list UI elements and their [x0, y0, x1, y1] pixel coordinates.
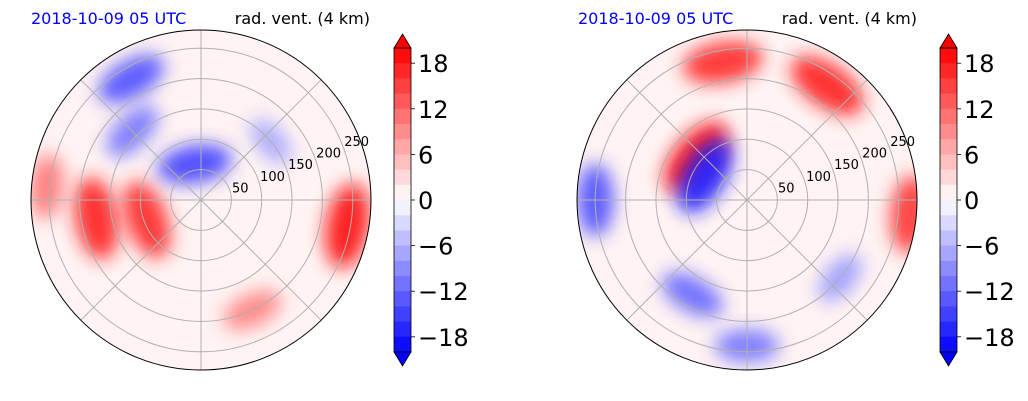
- radial-tick-label: 150: [834, 158, 859, 173]
- field-feature-1: [123, 181, 171, 259]
- grid-spoke: [80, 199, 202, 321]
- colorbar-segment: [394, 139, 411, 155]
- colorbar-segment: [394, 336, 411, 353]
- colorbar-segment: [394, 321, 411, 338]
- colorbar-tick-label: −18: [418, 324, 469, 352]
- colorbar-segment: [394, 78, 411, 95]
- colorbar-segment: [940, 93, 957, 110]
- colorbar-segment: [940, 154, 957, 171]
- field-feature-4: [325, 183, 370, 269]
- colorbar-segment: [940, 124, 957, 140]
- colorbar-tick-label: 0: [964, 187, 979, 215]
- colorbar-segment: [940, 321, 957, 338]
- colorbar-segment: [940, 230, 957, 247]
- radial-tick-label: 50: [232, 181, 249, 196]
- grid-spoke: [746, 79, 868, 201]
- colorbar-segment: [940, 78, 957, 95]
- title-left: 2018-10-09 05 UTC: [31, 9, 186, 28]
- field-feature-6: [98, 54, 164, 104]
- field-feature-5: [677, 138, 733, 214]
- colorbar-segment: [940, 215, 957, 231]
- colorbar-segment: [940, 276, 957, 292]
- colorbar-segment: [394, 291, 411, 307]
- colorbar-tick-label: −18: [964, 324, 1015, 352]
- colorbar-segment: [940, 184, 957, 201]
- title-right: rad. vent. (4 km): [782, 9, 917, 28]
- colorbar-tick-label: 6: [418, 141, 433, 169]
- colorbar-segment: [394, 306, 411, 323]
- field-feature-8: [157, 144, 232, 184]
- colorbar-tick-label: −12: [964, 278, 1015, 306]
- colorbar-segment: [394, 63, 411, 79]
- field-feature-3: [31, 154, 64, 219]
- radial-tick-label: 100: [260, 170, 285, 185]
- grid-spoke: [200, 79, 322, 201]
- colorbar: 18 12 6 0 −6 −12 −18: [393, 33, 469, 367]
- colorbar-segment: [940, 336, 957, 353]
- polar-outline: [30, 29, 372, 371]
- colorbar-tick-label: 0: [418, 187, 433, 215]
- colorbar: 18 12 6 0 −6 −12 −18: [939, 33, 1015, 367]
- colorbar-segment: [940, 169, 957, 186]
- colorbar-extend-min: [939, 351, 958, 367]
- title-left: 2018-10-09 05 UTC: [578, 9, 733, 28]
- colorbar-segment: [394, 108, 411, 125]
- colorbar-tick-label: −12: [418, 278, 469, 306]
- grid-spoke: [626, 79, 748, 201]
- colorbar-tick-label: 12: [418, 96, 449, 124]
- colorbar-segment: [394, 260, 411, 277]
- colorbar-tick-label: 18: [418, 50, 449, 78]
- colorbar-segment: [940, 200, 957, 216]
- colorbar-segment: [940, 306, 957, 323]
- colorbar-segment: [394, 276, 411, 292]
- colorbar-extend-min: [393, 351, 412, 367]
- field-feature-3: [683, 41, 763, 84]
- colorbar-segment: [394, 184, 411, 201]
- colorbar-tick-label: −6: [418, 233, 453, 261]
- colorbar-segment: [940, 245, 957, 262]
- radial-tick-label: 200: [316, 147, 341, 162]
- colorbar-segment: [394, 215, 411, 231]
- colorbar-extend-max: [393, 33, 412, 49]
- colorbar-tick-label: 12: [964, 96, 995, 124]
- colorbar-segment: [394, 200, 411, 216]
- grid-spoke: [80, 79, 202, 201]
- grid-spoke: [626, 199, 748, 321]
- colorbar-segment: [940, 108, 957, 125]
- radial-tick-label: 100: [806, 170, 831, 185]
- polar-outline: [576, 29, 918, 371]
- velocity-field: [577, 41, 917, 363]
- colorbar-segment: [394, 93, 411, 110]
- colorbar-tick-label: 6: [964, 141, 979, 169]
- radial-tick-label: 250: [344, 135, 369, 150]
- colorbar-segment: [394, 245, 411, 262]
- radial-tick-label: 150: [288, 158, 313, 173]
- colorbar-tick-label: −6: [964, 233, 999, 261]
- colorbar-segment: [394, 154, 411, 171]
- field-feature-4: [890, 175, 917, 253]
- colorbar-segment: [394, 48, 411, 64]
- grid-spoke: [746, 199, 868, 321]
- colorbar-segment: [940, 48, 957, 64]
- colorbar-segment: [394, 124, 411, 140]
- radial-tick-label: 50: [778, 181, 795, 196]
- colorbar-extend-max: [939, 33, 958, 49]
- field-feature-2: [791, 56, 864, 115]
- field-feature-7: [662, 272, 723, 318]
- colorbar-segment: [940, 139, 957, 155]
- colorbar-tick-label: 18: [964, 50, 995, 78]
- colorbar-segment: [940, 291, 957, 307]
- grid-spoke: [200, 199, 322, 321]
- colorbar-segment: [394, 169, 411, 186]
- title-right: rad. vent. (4 km): [235, 9, 370, 28]
- radial-tick-label: 250: [890, 135, 915, 150]
- colorbar-segment: [940, 63, 957, 79]
- colorbar-segment: [940, 260, 957, 277]
- radial-tick-label: 200: [862, 147, 887, 162]
- colorbar-segment: [394, 230, 411, 247]
